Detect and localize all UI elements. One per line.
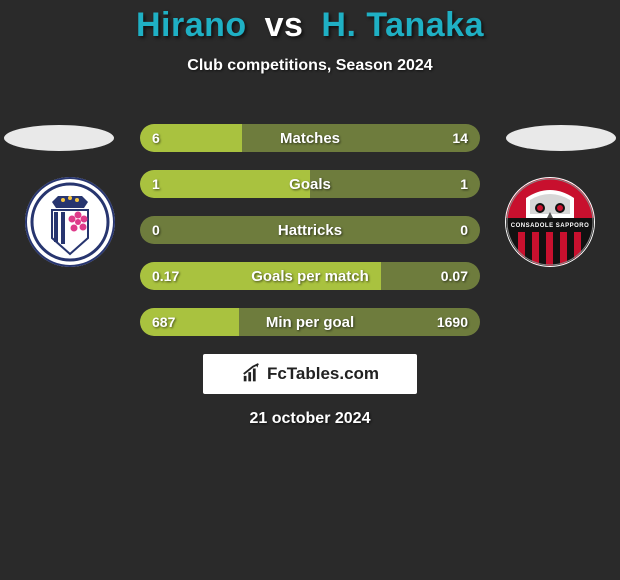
stat-label: Goals [140,170,480,198]
vs-text: vs [265,6,304,44]
stat-row-hattricks: 0 Hattricks 0 [140,216,480,244]
comparison-title: Hirano vs H. Tanaka [0,0,620,45]
stat-row-goals: 1 Goals 1 [140,170,480,198]
subtitle: Club competitions, Season 2024 [0,57,620,75]
bar-chart-icon [241,363,263,385]
club-logo-sapporo-icon: CONSADOLE SAPPORO [506,178,594,266]
club-badge-left [25,177,115,267]
stat-bars: 6 Matches 14 1 Goals 1 0 Hattricks 0 0.1… [140,124,480,354]
stat-right-value: 1690 [437,308,468,336]
stat-label: Min per goal [140,308,480,336]
stat-row-min-per-goal: 687 Min per goal 1690 [140,308,480,336]
stat-label: Goals per match [140,262,480,290]
player2-photo-shadow [506,125,616,151]
brand-text: FcTables.com [267,364,379,384]
stat-right-value: 14 [452,124,468,152]
stat-right-value: 0.07 [441,262,468,290]
stat-row-goals-per-match: 0.17 Goals per match 0.07 [140,262,480,290]
club-badge-right: CONSADOLE SAPPORO [505,177,595,267]
date-text: 21 october 2024 [0,410,620,428]
player1-photo-shadow [4,125,114,151]
stat-right-value: 1 [460,170,468,198]
player1-name: Hirano [136,6,247,44]
stat-label: Matches [140,124,480,152]
player2-name: H. Tanaka [321,6,484,44]
brand-box: FcTables.com [203,354,417,394]
stat-row-matches: 6 Matches 14 [140,124,480,152]
club-logo-osaka-icon [30,182,110,262]
svg-text:CONSADOLE SAPPORO: CONSADOLE SAPPORO [511,223,590,229]
stat-label: Hattricks [140,216,480,244]
stat-right-value: 0 [460,216,468,244]
